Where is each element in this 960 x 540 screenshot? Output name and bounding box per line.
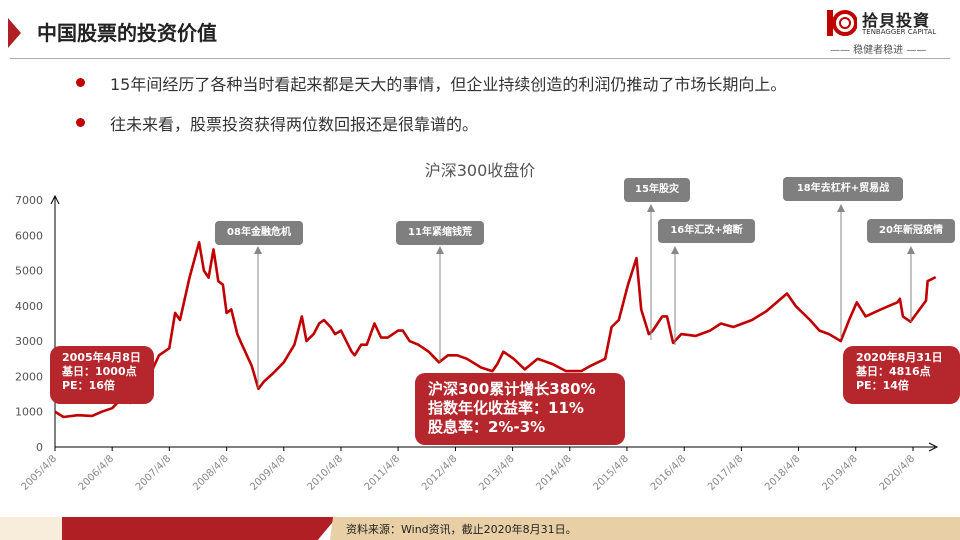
footer-band-left (0, 517, 62, 540)
y-tick-label: 1000 (15, 406, 43, 419)
x-tick-label: 2014/4/8 (534, 453, 574, 493)
index-line (54, 241, 937, 419)
x-tick-label: 2005/4/8 (20, 453, 60, 493)
x-axis-arrow-icon (928, 442, 939, 452)
x-tick-label: 2012/4/8 (420, 453, 460, 493)
y-tick-label: 4000 (15, 300, 43, 313)
x-tick-label: 2011/4/8 (363, 453, 403, 493)
brand-name-en: TENBAGGER CAPITAL (862, 28, 937, 36)
callout-line: 基日：4816点 (856, 364, 931, 378)
x-tick-label: 2010/4/8 (306, 453, 346, 493)
annotation-2015: 15年股灾 (624, 178, 690, 202)
annotation-2008: 08年金融危机 (215, 221, 303, 245)
callout-line: 基日：1000点 (62, 364, 137, 378)
callout-line: PE：14倍 (856, 378, 909, 392)
brand-logo-icon (827, 10, 857, 36)
y-tick-label: 5000 (15, 265, 43, 278)
x-tick-label: 2020/4/8 (878, 453, 918, 493)
title-marker (8, 18, 21, 48)
source-note: 资料来源：Wind资讯，截止2020年8月31日。 (346, 523, 577, 536)
page-title: 中国股票的投资价值 (37, 21, 217, 45)
callout-line: 指数年化收益率：11% (428, 398, 584, 417)
brand-name: 拾貝投資 (862, 11, 931, 30)
bullet-text: 15年间经历了各种当时看起来都是天大的事情，但企业持续创造的利润仍推动了市场长期… (110, 75, 787, 94)
bullet-dot (76, 78, 85, 87)
x-tick-label: 2009/4/8 (248, 453, 288, 493)
annotation-2018: 18年去杠杆+贸易战 (783, 177, 903, 201)
annotation-2011: 11年紧缩钱荒 (396, 221, 484, 245)
y-tick-label: 7000 (15, 194, 43, 207)
y-tick-label: 3000 (15, 335, 43, 348)
header-divider (10, 58, 950, 59)
brand-motto: —— 稳健者稳进 —— (830, 45, 927, 56)
start-callout: 2005年4月8日 基日：1000点 PE：16倍 (50, 346, 154, 404)
callout-line: 2005年4月8日 (62, 351, 141, 364)
callout-line: 股息率：2%-3% (428, 417, 546, 436)
y-tick-label: 2000 (15, 370, 43, 383)
x-tick-label: 2019/4/8 (820, 453, 860, 493)
x-tick-label: 2015/4/8 (592, 453, 632, 493)
bullet-dot (76, 118, 85, 127)
x-tick-label: 2008/4/8 (191, 453, 231, 493)
callout-line: 2020年8月31日 (856, 351, 943, 364)
y-axis-arrow-icon (50, 194, 60, 205)
x-tick-label: 2007/4/8 (134, 453, 174, 493)
annotation-2016: 16年汇改+熔断 (658, 219, 755, 243)
callout-line: 沪深300累计增长380% (428, 380, 596, 398)
summary-callout: 沪深300累计增长380% 指数年化收益率：11% 股息率：2%-3% (415, 373, 625, 445)
chart-title: 沪深300收盘价 (424, 161, 536, 180)
annotation-2020: 20年新冠疫情 (867, 219, 955, 243)
footer-band-red (62, 517, 337, 540)
y-tick-label: 0 (36, 441, 43, 454)
footer-band-right (330, 517, 960, 540)
callout-line: PE：16倍 (62, 378, 115, 392)
x-tick-label: 2006/4/8 (77, 453, 117, 493)
bullet-text: 往未来看，股票投资获得两位数回报还是很靠谱的。 (110, 115, 479, 134)
x-tick-label: 2018/4/8 (763, 453, 803, 493)
x-tick-label: 2016/4/8 (649, 453, 689, 493)
y-tick-label: 6000 (15, 229, 43, 242)
x-tick-label: 2013/4/8 (477, 453, 517, 493)
end-callout: 2020年8月31日 基日：4816点 PE：14倍 (843, 346, 960, 404)
x-tick-label: 2017/4/8 (706, 453, 746, 493)
